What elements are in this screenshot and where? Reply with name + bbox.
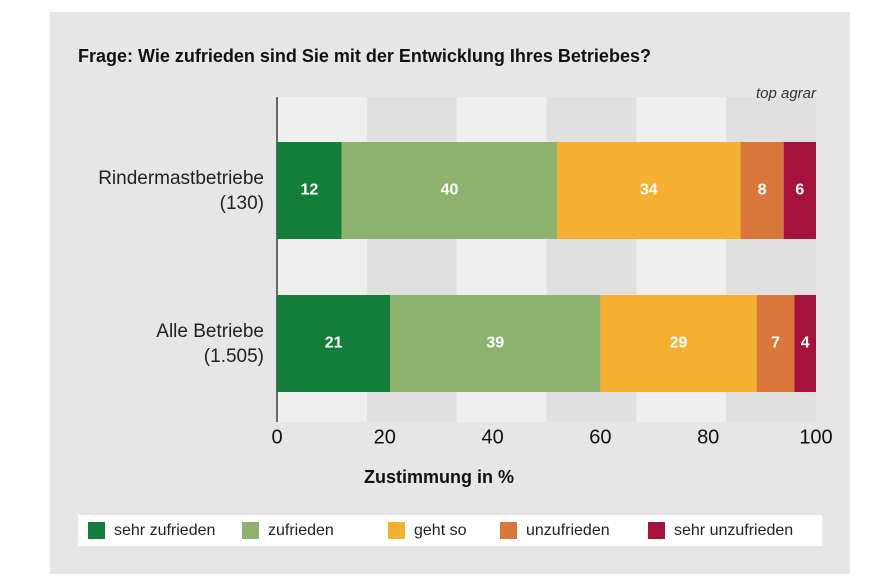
data-label: 39 <box>486 335 504 352</box>
bar-segment <box>783 142 816 239</box>
x-axis-label: Zustimmung in % <box>364 467 514 487</box>
bar-segment <box>740 142 784 239</box>
bar-segment <box>341 142 558 239</box>
legend-swatch <box>388 522 405 539</box>
data-label: 29 <box>670 335 688 352</box>
data-label: 7 <box>771 335 780 352</box>
legend-swatch <box>88 522 105 539</box>
x-tick-label: 20 <box>374 426 396 448</box>
legend-label: sehr zufrieden <box>114 522 215 539</box>
bar-segment <box>277 295 391 392</box>
bar-segment <box>390 295 601 392</box>
bar-segment <box>557 142 741 239</box>
bar-segment <box>600 295 757 392</box>
legend-label: unzufrieden <box>526 522 610 539</box>
data-label: 21 <box>325 335 343 352</box>
bar-segment <box>756 295 795 392</box>
data-label: 12 <box>300 182 318 199</box>
legend-swatch <box>242 522 259 539</box>
chart-title: Frage: Wie zufrieden sind Sie mit der En… <box>78 46 651 66</box>
legend-box <box>78 515 822 546</box>
data-label: 8 <box>758 182 767 199</box>
legend-swatch <box>648 522 665 539</box>
legend-swatch <box>500 522 517 539</box>
category-label: Alle Betriebe (1.505) <box>156 320 264 367</box>
x-tick-label: 40 <box>481 426 503 448</box>
x-tick-label: 100 <box>799 426 832 448</box>
legend-label: sehr unzufrieden <box>674 522 793 539</box>
bar-segment <box>794 295 816 392</box>
data-label: 6 <box>795 182 804 199</box>
x-tick-label: 60 <box>589 426 611 448</box>
legend-label: geht so <box>414 522 467 539</box>
source: top agrar <box>756 85 817 102</box>
bar-segment <box>277 142 342 239</box>
x-tick-label: 80 <box>697 426 719 448</box>
data-label: 40 <box>441 182 459 199</box>
x-tick-label: 0 <box>271 426 282 448</box>
legend-label: zufrieden <box>268 522 334 539</box>
category-label: Rindermastbetriebe (130) <box>98 167 264 214</box>
data-label: 34 <box>640 182 658 199</box>
data-label: 4 <box>801 335 810 352</box>
